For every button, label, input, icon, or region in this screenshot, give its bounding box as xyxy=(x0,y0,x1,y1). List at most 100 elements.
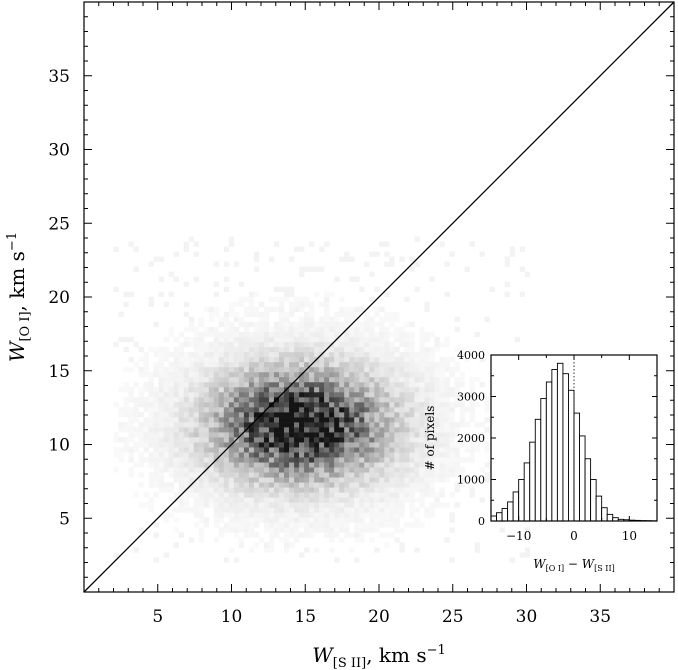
density-cell xyxy=(314,366,320,373)
density-cell xyxy=(369,477,375,483)
density-cell xyxy=(228,432,235,438)
density-cell xyxy=(324,301,330,308)
density-cell xyxy=(203,517,210,523)
density-cell xyxy=(233,482,240,488)
density-cell xyxy=(449,417,455,423)
density-cell xyxy=(409,407,415,413)
density-cell xyxy=(404,402,410,408)
density-cell xyxy=(233,427,240,433)
density-cell xyxy=(138,402,144,408)
density-cell xyxy=(299,341,305,348)
density-cell xyxy=(243,437,250,443)
density-cell xyxy=(369,321,375,328)
density-cell xyxy=(364,472,370,478)
density-cell xyxy=(198,507,205,513)
density-cell xyxy=(213,402,220,408)
density-cell xyxy=(173,381,179,388)
density-cell xyxy=(273,487,280,493)
density-cell xyxy=(178,371,185,378)
density-cell xyxy=(359,467,365,473)
density-cell xyxy=(444,442,450,448)
density-cell xyxy=(268,452,275,458)
density-cell xyxy=(284,371,290,378)
density-cell xyxy=(153,256,159,262)
density-cell xyxy=(449,557,455,563)
density-cell xyxy=(484,397,490,403)
density-cell xyxy=(294,402,300,408)
density-cell xyxy=(424,512,430,518)
density-cell xyxy=(424,351,430,358)
density-cell xyxy=(173,432,179,438)
density-cell xyxy=(213,291,220,298)
density-cell xyxy=(339,381,345,388)
density-cell xyxy=(394,477,400,483)
density-cell xyxy=(183,447,190,453)
density-cell xyxy=(213,346,220,353)
density-cell xyxy=(359,412,365,418)
density-cell xyxy=(148,391,154,398)
density-cell xyxy=(148,402,154,408)
density-cell xyxy=(419,397,425,403)
density-cell xyxy=(339,336,345,343)
density-cell xyxy=(329,437,335,443)
density-cell xyxy=(434,497,440,503)
density-cell xyxy=(178,361,185,368)
density-cell xyxy=(243,376,250,383)
density-cell xyxy=(278,447,285,453)
density-cell xyxy=(304,447,310,453)
density-cell xyxy=(379,482,385,488)
density-cell xyxy=(334,361,340,368)
density-cell xyxy=(409,457,415,463)
density-cell xyxy=(384,336,390,343)
density-cell xyxy=(439,407,445,413)
density-cell xyxy=(419,482,425,488)
density-cell xyxy=(324,341,330,348)
y-axis-label: W[O I], km s−1 xyxy=(5,232,33,362)
density-cell xyxy=(248,361,255,368)
density-cell xyxy=(148,301,154,308)
density-cell xyxy=(379,502,385,508)
density-cell xyxy=(233,341,240,348)
density-cell xyxy=(258,346,265,353)
density-cell xyxy=(258,386,265,393)
density-cell xyxy=(143,361,149,368)
density-cell xyxy=(228,321,235,328)
density-cell xyxy=(228,356,235,363)
density-cell xyxy=(223,467,230,473)
density-cell xyxy=(334,407,340,413)
density-cell xyxy=(294,412,300,418)
density-cell xyxy=(304,507,310,513)
density-cell xyxy=(258,331,265,338)
density-cell xyxy=(248,376,255,383)
density-cell xyxy=(118,422,124,428)
density-cell xyxy=(278,472,285,478)
density-cell xyxy=(183,477,190,483)
density-cell xyxy=(364,331,370,338)
density-cell xyxy=(183,507,190,513)
density-cell xyxy=(449,467,455,473)
density-cell xyxy=(329,492,335,498)
density-cell xyxy=(173,251,179,257)
density-cell xyxy=(389,442,395,448)
density-cell xyxy=(309,402,315,408)
density-cell xyxy=(509,251,515,257)
density-cell xyxy=(369,371,375,378)
density-cell xyxy=(233,467,240,473)
density-cell xyxy=(228,241,235,247)
density-cell xyxy=(143,402,149,408)
density-cell xyxy=(178,331,185,338)
density-cell xyxy=(198,402,205,408)
density-cell xyxy=(248,291,255,298)
density-cell xyxy=(384,356,390,363)
density-cell xyxy=(133,442,139,448)
density-cell xyxy=(198,442,205,448)
density-cell xyxy=(339,507,345,513)
density-cell xyxy=(419,497,425,503)
density-cell xyxy=(384,402,390,408)
density-cell xyxy=(213,472,220,478)
density-cell xyxy=(193,397,200,403)
density-cell xyxy=(369,467,375,473)
density-cell xyxy=(314,266,320,272)
density-cell xyxy=(258,351,265,358)
density-cell xyxy=(198,391,205,398)
